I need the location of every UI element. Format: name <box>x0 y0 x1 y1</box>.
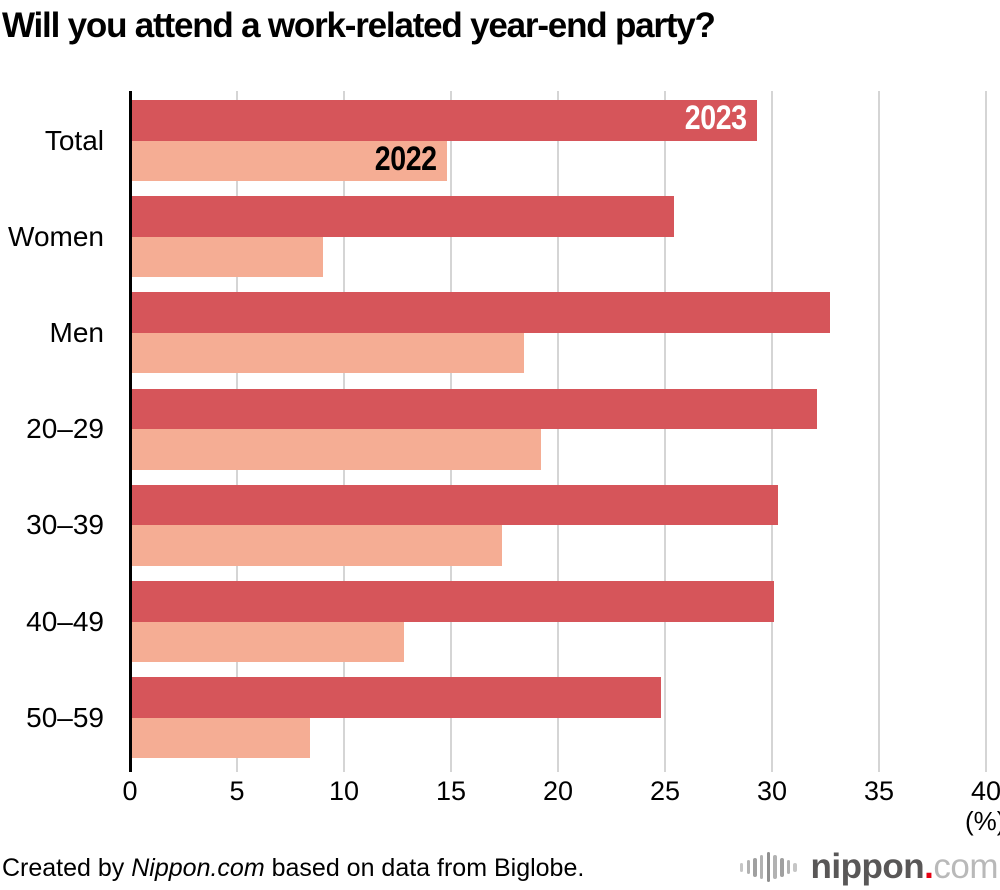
bar-2023-women <box>130 196 674 237</box>
gridline-30 <box>771 91 773 772</box>
soundwave-bar <box>786 860 791 874</box>
bar-2023-men <box>130 292 830 333</box>
category-label-30-39: 30–39 <box>26 509 104 541</box>
bar-2022-50-59 <box>130 717 310 759</box>
series-label-2022: 2022 <box>374 139 437 178</box>
logo-text-light: com <box>933 847 998 886</box>
credit-prefix: Created by <box>2 854 132 882</box>
x-unit-label: (%) <box>964 806 1000 836</box>
soundwave-bar <box>793 862 797 872</box>
x-tick-25: 25 <box>649 776 681 806</box>
soundwave-bar <box>766 852 771 882</box>
x-tick-35: 35 <box>863 776 895 806</box>
soundwave-bar <box>753 857 757 877</box>
bar-2022-40-49 <box>130 621 404 662</box>
bar-2023-40-49 <box>130 581 775 622</box>
bar-2022-30-39 <box>130 525 503 566</box>
credit-source: Nippon.com <box>131 854 265 882</box>
bar-2023-20-29 <box>130 388 817 430</box>
nippon-logo: nippon.com <box>738 846 998 888</box>
page-title: Will you attend a work-related year-end … <box>2 6 716 45</box>
category-label-50-59: 50–59 <box>26 701 104 733</box>
nippon-logo-text: nippon.com <box>810 847 999 887</box>
x-tick-30: 30 <box>756 776 788 806</box>
category-label-40-49: 40–49 <box>26 605 104 637</box>
soundwave-bar <box>773 855 777 879</box>
y-axis-line <box>128 91 132 772</box>
soundwave-bar <box>780 857 784 877</box>
x-axis-unit: (%) <box>130 806 1000 836</box>
soundwave-bar <box>746 860 751 874</box>
category-labels: Total Women Men 20–29 30–39 40–49 50–59 <box>0 91 118 765</box>
bar-2022-total: 2022 <box>130 139 447 181</box>
x-axis-tick-labels: 0 5 10 15 20 25 30 35 40 <box>122 776 1000 810</box>
x-tick-0: 0 <box>122 776 138 806</box>
soundwave-icon <box>738 849 798 885</box>
credit-suffix: based on data from Biglobe. <box>264 854 585 882</box>
bar-2023-total: 2023 <box>130 99 758 141</box>
credit-line: Created by Nippon.com based on data from… <box>2 854 584 883</box>
soundwave-bar <box>739 862 744 872</box>
gridline-20 <box>557 91 559 772</box>
category-label-women: Women <box>8 220 104 252</box>
x-tick-40: 40 <box>970 776 1000 806</box>
x-tick-5: 5 <box>229 776 245 806</box>
x-tick-15: 15 <box>435 776 467 806</box>
bar-2023-50-59 <box>130 677 661 718</box>
x-tick-10: 10 <box>328 776 360 806</box>
gridline-40 <box>985 91 987 772</box>
logo-text-bold: nippon <box>810 847 925 886</box>
bar-2022-men <box>130 332 524 374</box>
logo-dot: . <box>924 847 934 886</box>
plot-area: 2023 2022 <box>128 91 987 772</box>
bar-2022-20-29 <box>130 429 541 470</box>
category-label-men: Men <box>49 316 104 348</box>
bar-2023-30-39 <box>130 484 779 526</box>
category-label-20-29: 20–29 <box>26 413 104 445</box>
series-label-2023: 2023 <box>685 99 748 138</box>
gridline-25 <box>664 91 666 772</box>
soundwave-bar <box>759 855 764 879</box>
gridline-35 <box>878 91 880 772</box>
x-tick-20: 20 <box>542 776 574 806</box>
bar-2022-women <box>130 236 323 278</box>
category-label-total: Total <box>44 124 104 156</box>
